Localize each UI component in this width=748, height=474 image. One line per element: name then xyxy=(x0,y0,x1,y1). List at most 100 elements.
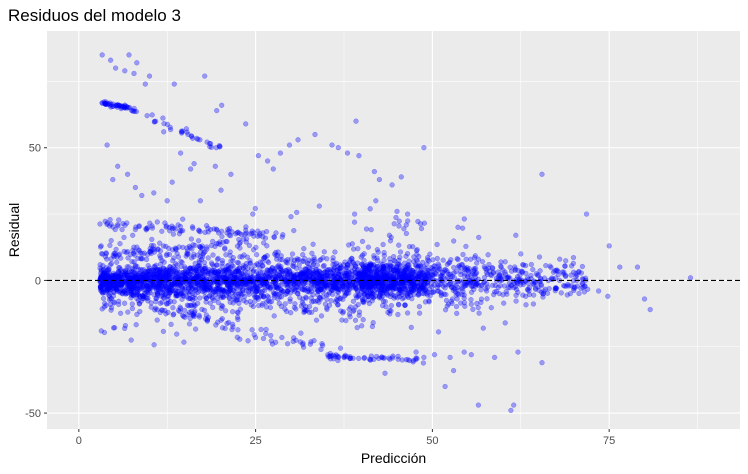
scatter-point xyxy=(324,272,330,278)
scatter-point xyxy=(332,285,338,291)
scatter-point xyxy=(244,284,250,291)
scatter-point xyxy=(461,216,467,222)
scatter-point xyxy=(210,304,216,311)
scatter-point xyxy=(209,268,216,274)
scatter-point xyxy=(347,257,353,263)
scatter-point xyxy=(157,274,163,280)
scatter-point xyxy=(137,250,143,256)
scatter-point xyxy=(366,265,372,271)
scatter-point xyxy=(241,252,247,258)
scatter-point xyxy=(200,288,206,295)
scatter-point xyxy=(137,274,143,280)
scatter-point xyxy=(380,265,387,271)
scatter-point xyxy=(387,274,394,280)
scatter-point xyxy=(453,303,460,310)
scatter-point xyxy=(325,354,331,360)
scatter-point xyxy=(258,292,264,298)
scatter-point xyxy=(301,286,307,293)
scatter-point xyxy=(502,271,509,277)
scatter-point xyxy=(538,283,545,289)
scatter-point xyxy=(321,262,327,269)
scatter-point xyxy=(128,251,134,258)
scatter-point xyxy=(277,150,284,156)
scatter-point xyxy=(224,267,231,273)
scatter-point xyxy=(425,270,431,276)
scatter-point xyxy=(396,242,402,248)
scatter-point xyxy=(142,81,148,87)
scatter-point xyxy=(145,262,151,269)
scatter-point xyxy=(250,247,257,253)
scatter-point xyxy=(504,274,511,281)
scatter-point xyxy=(383,274,390,281)
scatter-point xyxy=(342,292,349,298)
scatter-point xyxy=(119,226,125,233)
scatter-point xyxy=(214,107,220,114)
scatter-point xyxy=(524,275,531,281)
scatter-point xyxy=(122,267,129,273)
scatter-point xyxy=(267,299,273,305)
scatter-point xyxy=(389,270,395,276)
scatter-point xyxy=(201,307,208,313)
scatter-point xyxy=(154,271,160,278)
scatter-point xyxy=(295,291,301,297)
scatter-point xyxy=(237,296,243,303)
scatter-point xyxy=(498,264,504,270)
scatter-point xyxy=(195,136,201,143)
scatter-point xyxy=(330,255,336,261)
scatter-point xyxy=(295,137,301,143)
scatter-point xyxy=(201,259,208,266)
scatter-point xyxy=(161,274,167,280)
scatter-point xyxy=(379,261,386,268)
scatter-point xyxy=(133,322,139,328)
scatter-point xyxy=(307,269,313,275)
scatter-point xyxy=(197,198,204,204)
scatter-point xyxy=(270,290,277,296)
scatter-point xyxy=(243,236,250,242)
scatter-point xyxy=(179,272,185,279)
scatter-point xyxy=(212,163,218,169)
scatter-point xyxy=(286,142,293,148)
scatter-point xyxy=(112,65,119,71)
scatter-point xyxy=(634,264,641,270)
scatter-point xyxy=(552,288,558,294)
scatter-point xyxy=(214,295,221,301)
chart-title: Residuos del modelo 3 xyxy=(8,6,181,25)
scatter-point xyxy=(410,279,417,285)
scatter-point xyxy=(248,266,255,272)
scatter-point xyxy=(234,281,240,288)
scatter-point xyxy=(173,281,179,288)
scatter-point xyxy=(526,285,533,291)
scatter-point xyxy=(304,274,310,281)
scatter-point xyxy=(416,273,422,280)
scatter-point xyxy=(442,282,448,288)
scatter-point xyxy=(356,312,362,319)
scatter-point xyxy=(329,270,335,277)
scatter-point xyxy=(492,289,498,295)
scatter-point xyxy=(365,272,371,279)
scatter-point xyxy=(359,238,366,245)
scatter-point xyxy=(129,305,136,312)
scatter-point xyxy=(186,321,193,327)
scatter-point xyxy=(404,250,411,257)
scatter-point xyxy=(396,290,402,296)
scatter-point xyxy=(235,327,241,333)
scatter-point xyxy=(276,272,282,279)
scatter-point xyxy=(312,258,318,265)
scatter-point xyxy=(485,284,491,290)
scatter-point xyxy=(300,340,306,346)
scatter-point xyxy=(118,282,124,289)
scatter-point xyxy=(448,257,454,263)
scatter-point xyxy=(224,273,230,279)
scatter-point xyxy=(463,243,469,250)
scatter-point xyxy=(483,286,489,292)
scatter-point xyxy=(255,296,261,302)
scatter-point xyxy=(278,266,284,273)
scatter-point xyxy=(205,287,211,293)
scatter-point xyxy=(107,57,114,63)
scatter-point xyxy=(308,339,314,345)
scatter-point xyxy=(204,280,210,286)
scatter-point xyxy=(543,262,549,269)
scatter-point xyxy=(359,286,366,293)
scatter-point xyxy=(104,267,110,273)
